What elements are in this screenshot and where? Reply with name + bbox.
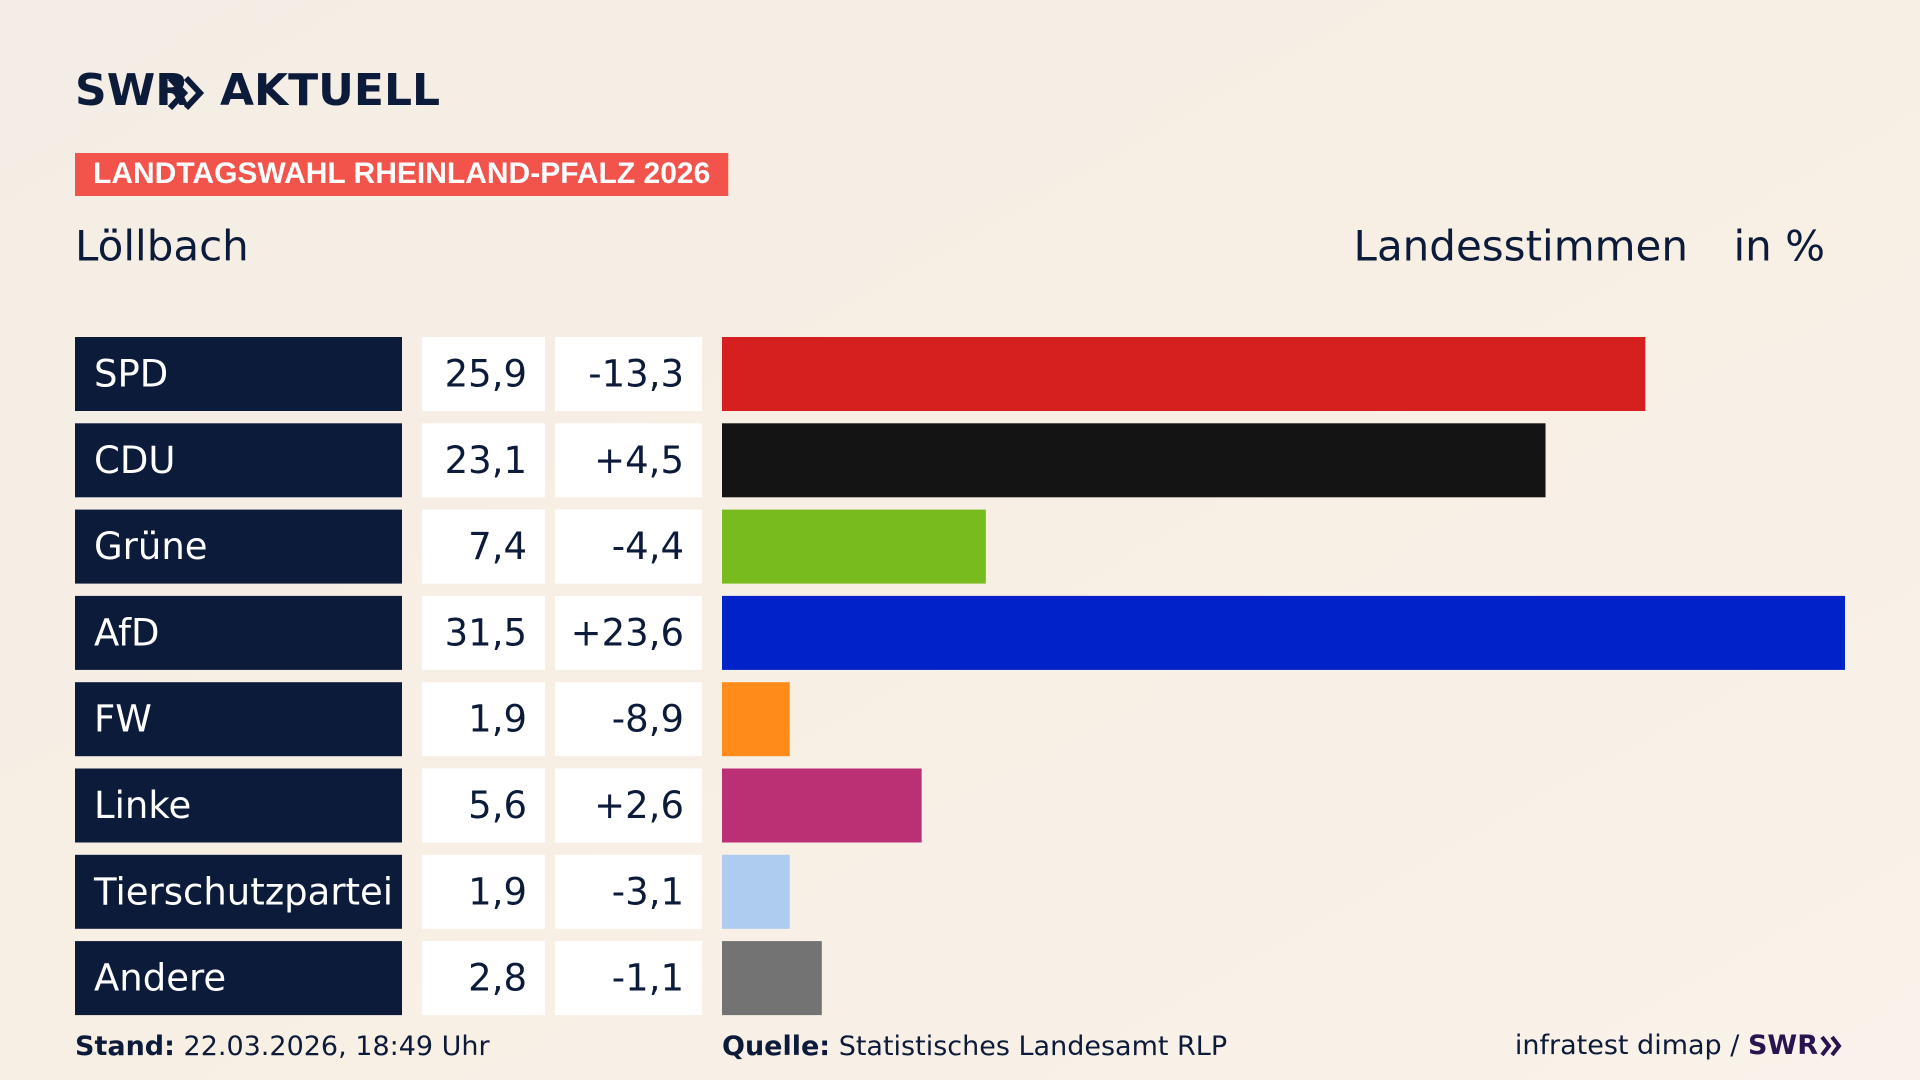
- credit: infratest dimap / SWR: [1515, 1030, 1818, 1061]
- value-cell: [422, 854, 545, 929]
- party-box: [75, 941, 402, 1016]
- party-box: [75, 509, 402, 584]
- credit-text: infratest dimap /: [1515, 1030, 1740, 1061]
- value-label: 31,5: [445, 611, 527, 654]
- brand: AKTUELL: [220, 65, 440, 116]
- party-box: [75, 768, 402, 843]
- change-label: +2,6: [594, 784, 684, 827]
- change-cell: [555, 682, 702, 757]
- change-cell: [555, 854, 702, 929]
- value-cell: [422, 595, 545, 670]
- bar: [722, 337, 1646, 411]
- stand-value: 22.03.2026, 18:49 Uhr: [184, 1031, 491, 1062]
- party-name: SPD: [94, 353, 168, 396]
- change-label: -3,1: [612, 870, 684, 913]
- party-name: AfD: [94, 611, 160, 654]
- source: Quelle: Statistisches Landesamt RLP: [722, 1031, 1227, 1062]
- party-box: [75, 337, 402, 411]
- change-cell: [555, 595, 702, 670]
- party-name: CDU: [94, 439, 175, 482]
- bar: [722, 768, 922, 843]
- logo-chevrons: [167, 75, 205, 111]
- party-name: Linke: [94, 784, 191, 827]
- change-label: +23,6: [571, 611, 684, 654]
- party-box: [75, 854, 402, 929]
- source-value: Statistisches Landesamt RLP: [839, 1031, 1227, 1062]
- value-cell: [422, 768, 545, 843]
- change-cell: [555, 509, 702, 584]
- value-cell: [422, 941, 545, 1016]
- value-label: 25,9: [445, 353, 527, 396]
- stand: Stand: 22.03.2026, 18:49 Uhr: [75, 1031, 491, 1062]
- subtitle: Löllbach: [75, 222, 249, 271]
- party-box: [75, 595, 402, 670]
- value-cell: [422, 423, 545, 498]
- change-cell: [555, 337, 702, 411]
- bar: [722, 854, 790, 929]
- bar: [722, 682, 790, 757]
- change-cell: [555, 423, 702, 498]
- value-label: 7,4: [468, 525, 527, 568]
- title-band: [75, 153, 729, 196]
- party-box: [75, 423, 402, 498]
- value-cell: [422, 337, 545, 411]
- bar: [722, 595, 1845, 670]
- value-label: 5,6: [468, 784, 527, 827]
- party-name: Grüne: [94, 525, 208, 568]
- bar: [722, 423, 1546, 498]
- credit-logo: SWR: [1748, 1030, 1818, 1061]
- credit-chevrons: [1820, 1035, 1842, 1057]
- change-label: -1,1: [612, 957, 684, 1000]
- change-cell: [555, 941, 702, 1016]
- value-cell: [422, 682, 545, 757]
- unit: in %: [1733, 222, 1825, 271]
- value-label: 23,1: [445, 439, 527, 482]
- source-label: Quelle:: [722, 1031, 830, 1062]
- title: LANDTAGSWAHL RHEINLAND-PFALZ 2026: [93, 157, 710, 190]
- measure: Landesstimmen: [1354, 222, 1688, 271]
- change-label: -8,9: [612, 698, 684, 741]
- value-label: 1,9: [468, 698, 527, 741]
- party-name: Tierschutzpartei: [93, 870, 393, 913]
- stand-label: Stand:: [75, 1031, 175, 1062]
- party-box: [75, 682, 402, 757]
- bar: [722, 509, 986, 584]
- value-cell: [422, 509, 545, 584]
- value-label: 2,8: [468, 957, 527, 1000]
- value-label: 1,9: [468, 870, 527, 913]
- change-cell: [555, 768, 702, 843]
- party-name: FW: [94, 698, 152, 741]
- party-name: Andere: [94, 957, 226, 1000]
- change-label: -4,4: [612, 525, 684, 568]
- change-label: -13,3: [588, 353, 684, 396]
- change-label: +4,5: [594, 439, 684, 482]
- bar: [722, 941, 822, 1016]
